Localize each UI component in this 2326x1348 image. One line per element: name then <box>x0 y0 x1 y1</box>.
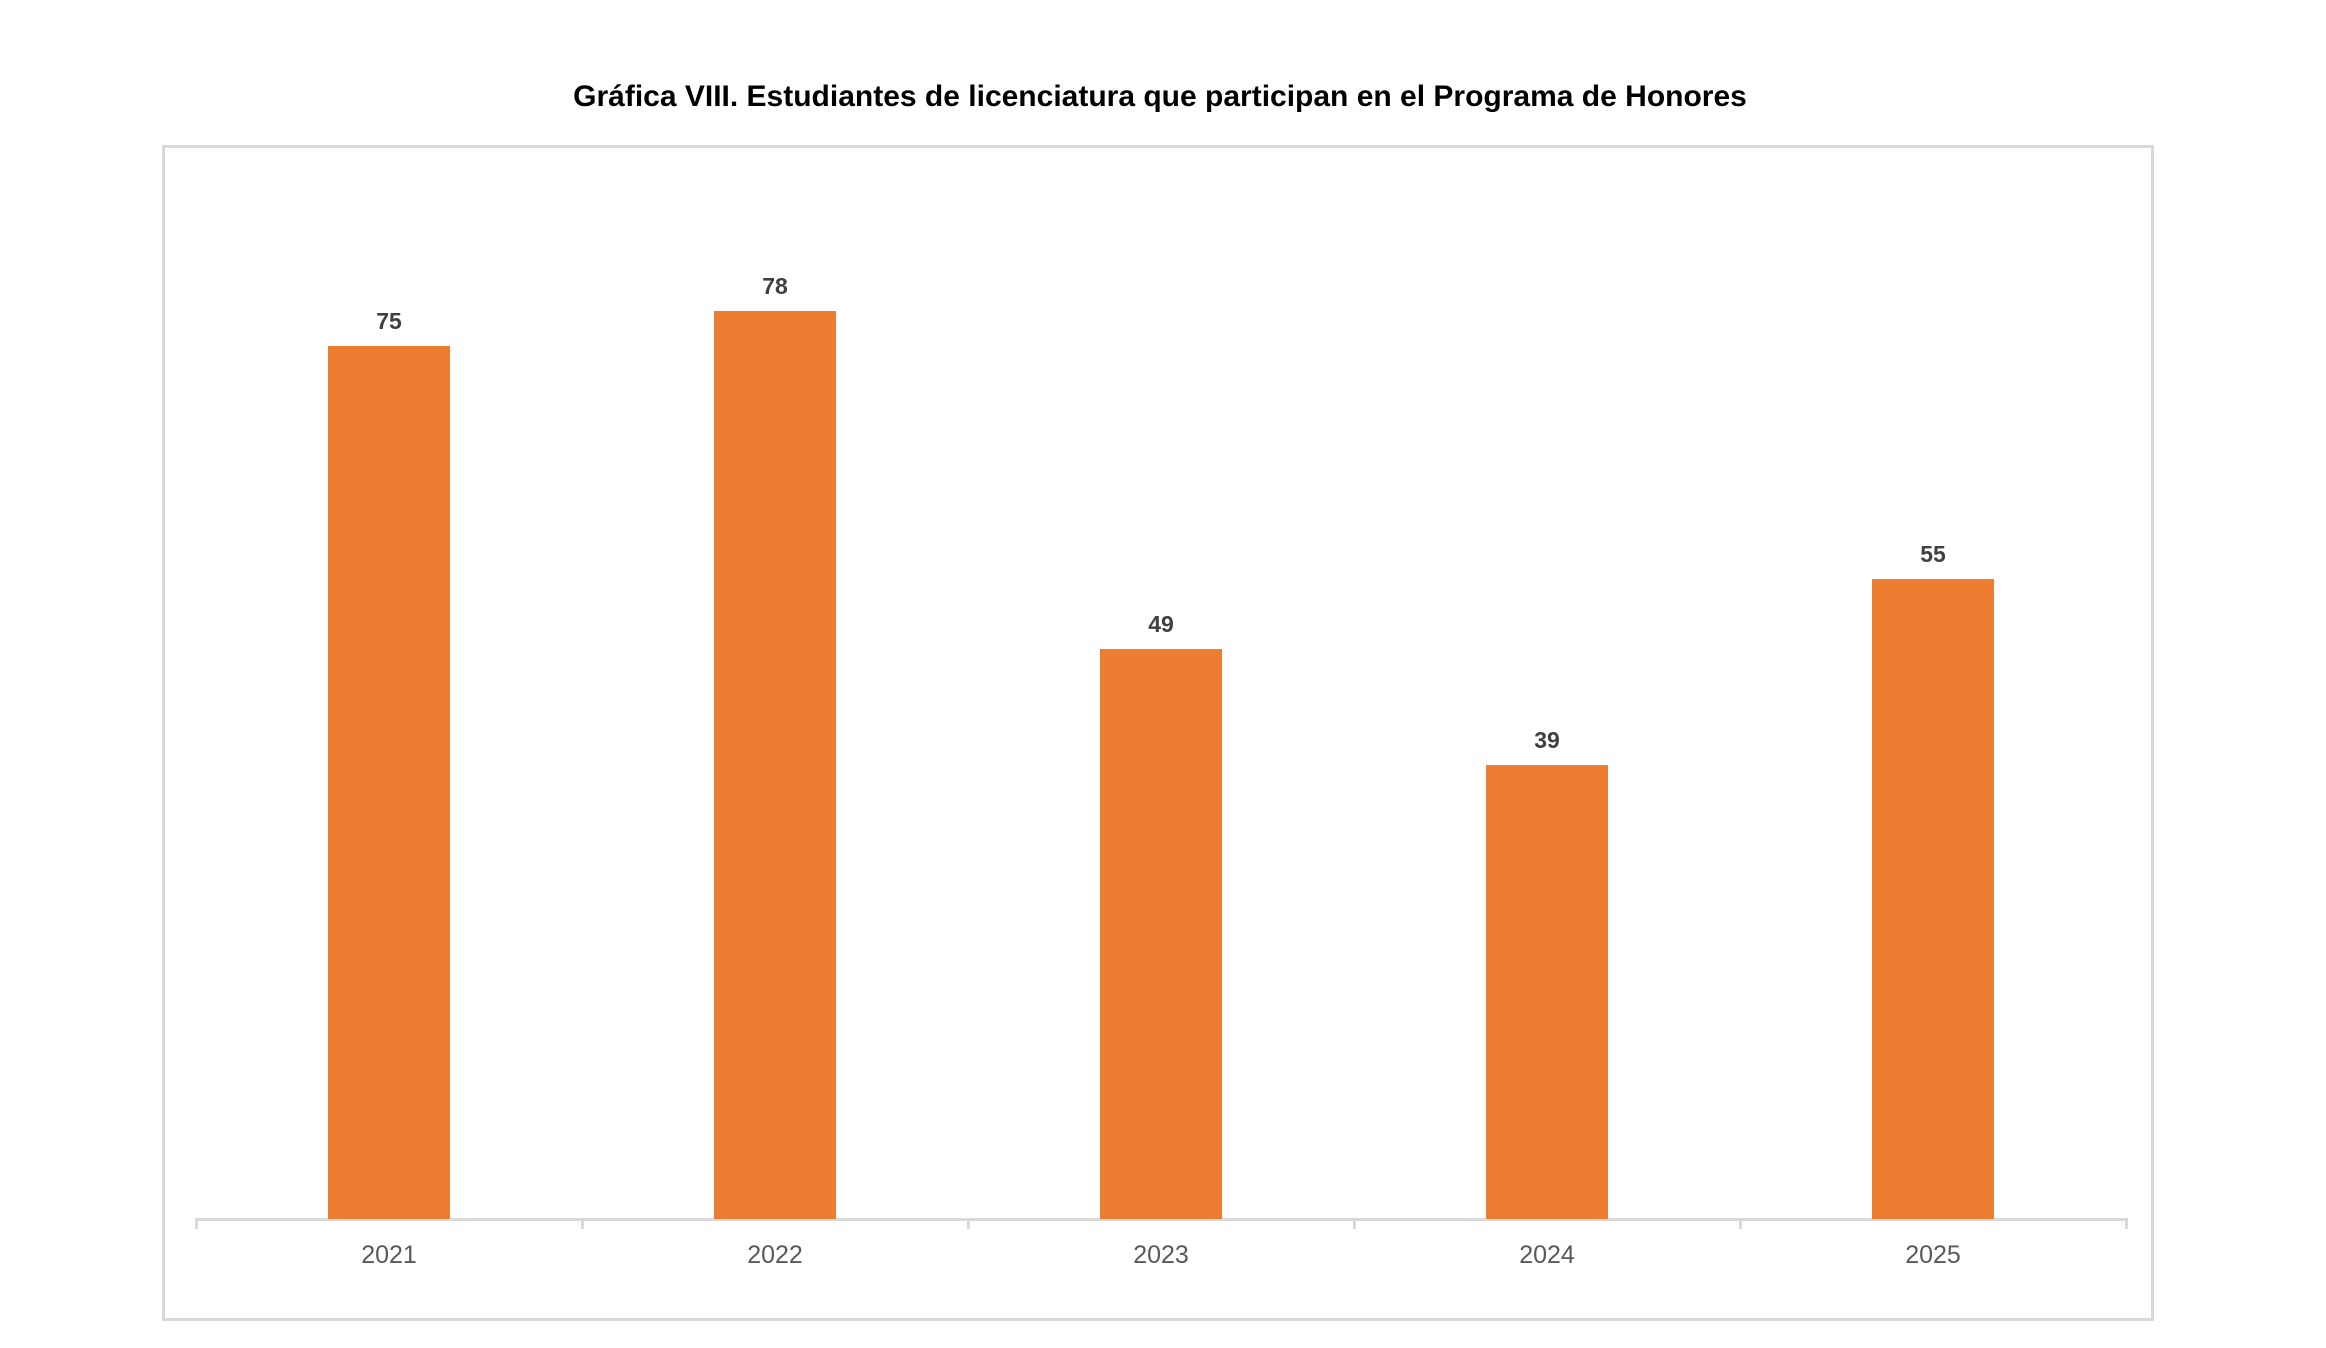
x-axis-line <box>196 1218 2127 1221</box>
x-axis-label: 2021 <box>361 1241 417 1269</box>
x-axis-tick <box>581 1218 584 1229</box>
x-axis-label: 2022 <box>747 1241 803 1269</box>
data-label: 78 <box>762 273 788 300</box>
x-axis-tick <box>195 1218 198 1229</box>
x-axis-tick <box>1739 1218 1742 1229</box>
data-label: 49 <box>1148 610 1174 637</box>
bar-2025[interactable] <box>1872 578 1994 1219</box>
data-label: 39 <box>1534 727 1560 754</box>
bar-2023[interactable] <box>1100 648 1222 1219</box>
data-label: 75 <box>376 308 402 334</box>
bar-2024[interactable] <box>1486 765 1608 1219</box>
x-axis-tick <box>967 1218 970 1229</box>
bar-2022[interactable] <box>714 311 836 1219</box>
x-axis-tick <box>1353 1218 1356 1229</box>
chart-title: Gráfica VIII. Estudiantes de licenciatur… <box>573 80 1747 113</box>
x-axis-label: 2025 <box>1905 1241 1961 1269</box>
x-axis-tick <box>2125 1218 2128 1229</box>
bar-2021[interactable] <box>328 346 450 1219</box>
x-axis-label: 2024 <box>1519 1241 1575 1269</box>
x-axis-label: 2023 <box>1133 1241 1189 1269</box>
data-label: 55 <box>1920 540 1946 567</box>
